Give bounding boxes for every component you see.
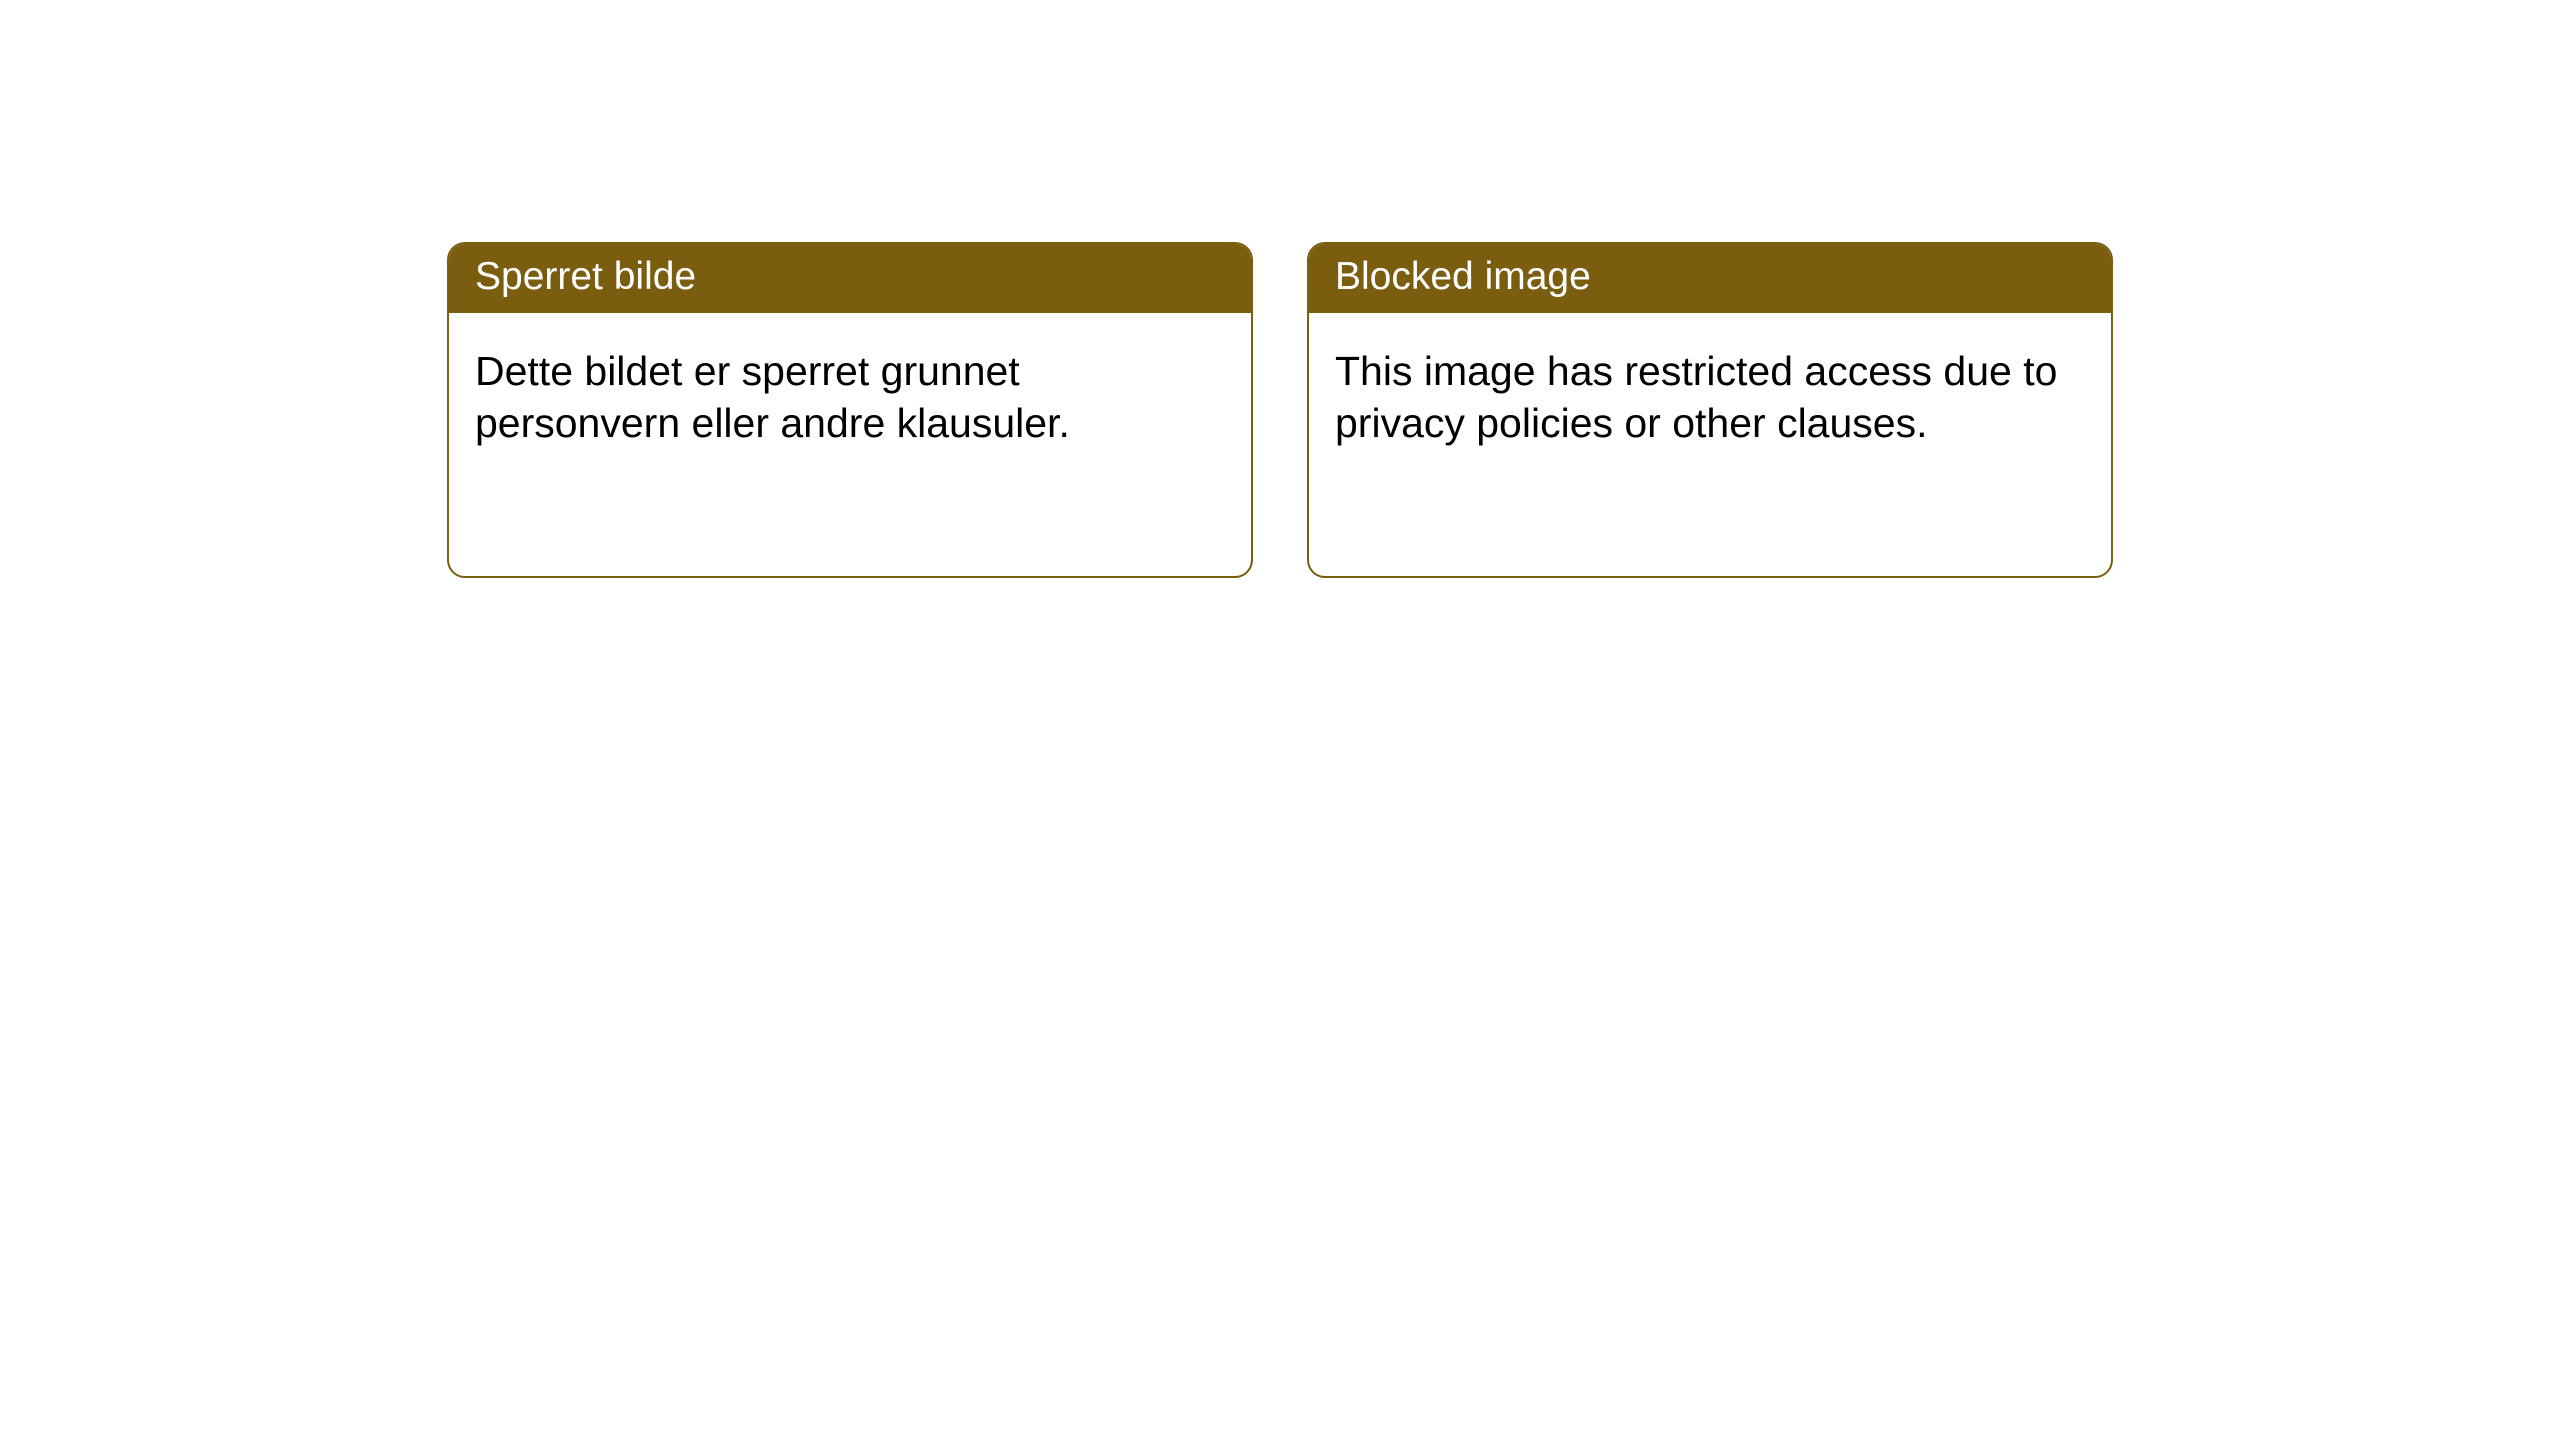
card-body-text: Dette bildet er sperret grunnet personve… xyxy=(475,348,1070,446)
notice-card-english: Blocked image This image has restricted … xyxy=(1307,242,2113,578)
card-body: This image has restricted access due to … xyxy=(1309,313,2111,482)
card-body: Dette bildet er sperret grunnet personve… xyxy=(449,313,1251,482)
notice-card-norwegian: Sperret bilde Dette bildet er sperret gr… xyxy=(447,242,1253,578)
card-title: Blocked image xyxy=(1335,255,1591,298)
card-header: Sperret bilde xyxy=(449,244,1251,313)
card-header: Blocked image xyxy=(1309,244,2111,313)
card-title: Sperret bilde xyxy=(475,255,696,298)
notice-cards-container: Sperret bilde Dette bildet er sperret gr… xyxy=(0,0,2560,578)
card-body-text: This image has restricted access due to … xyxy=(1335,348,2057,446)
